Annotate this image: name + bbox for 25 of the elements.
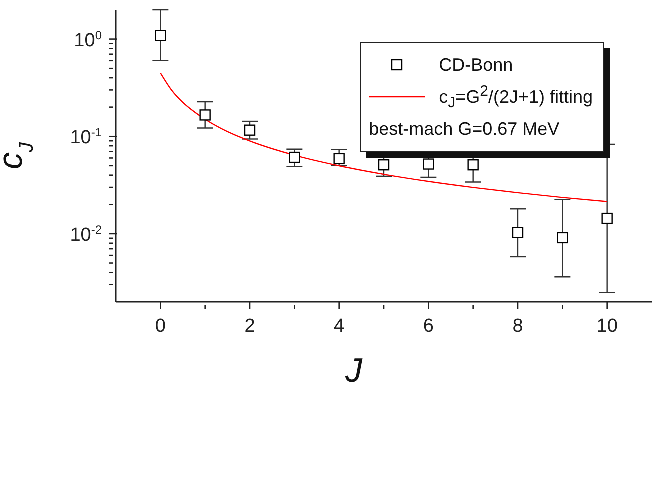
y-tick-label: 10$^{0}$ xyxy=(74,28,102,52)
point xyxy=(155,30,166,42)
point xyxy=(423,158,434,170)
x-tick-label: 6 xyxy=(423,316,434,337)
x-axis-title: J xyxy=(344,352,364,390)
y-tick-label: 10$^{-1}$ xyxy=(70,126,102,149)
point xyxy=(468,159,479,171)
point xyxy=(244,124,256,136)
annotation: best-mach G=0.67 MeV xyxy=(369,118,561,140)
point xyxy=(289,152,300,164)
point xyxy=(200,110,211,121)
y-tick-label: 10$^{-2}$ xyxy=(70,222,102,246)
x-tick-label: 8 xyxy=(512,316,524,337)
x-tick-label: 4 xyxy=(334,316,346,337)
point xyxy=(378,159,390,171)
x-tick-label: 10 xyxy=(596,316,618,337)
line-series xyxy=(160,72,608,202)
point xyxy=(602,212,613,224)
x-tick-label: 2 xyxy=(244,316,256,337)
point xyxy=(512,227,524,238)
legend-label: CD-Bonn xyxy=(439,54,514,76)
legend-label: c$_{J}$=G$^{2}$/(2J+1) fitting xyxy=(439,82,593,112)
point xyxy=(557,232,568,244)
x-tick-label: 0 xyxy=(155,316,166,337)
point xyxy=(334,153,345,165)
